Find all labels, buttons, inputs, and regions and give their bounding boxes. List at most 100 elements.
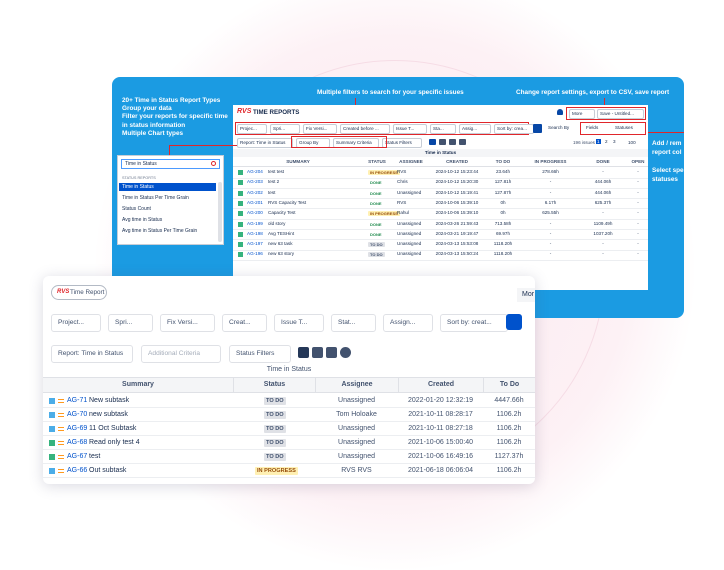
row-line (43, 407, 535, 408)
filter[interactable]: Issue T... (393, 124, 427, 134)
cell: RVS (397, 199, 407, 205)
issue-key[interactable]: AG-201 (247, 199, 263, 205)
issue-key[interactable]: AG-70 (67, 411, 88, 418)
issue-summary: Capacity Test (268, 210, 296, 216)
dropdown-item[interactable]: Time in Status Per Time Grain (122, 195, 189, 201)
cell: - (602, 210, 604, 216)
issue-key[interactable]: AG-67 (67, 453, 88, 460)
page-link[interactable]: 3 (613, 139, 616, 144)
issue-key[interactable]: AG-199 (247, 220, 263, 226)
search-button[interactable] (533, 124, 542, 133)
page-link[interactable]: 2 (605, 139, 608, 144)
row-line (233, 177, 648, 179)
issue-key[interactable]: AG-69 (67, 425, 88, 432)
dropdown-item[interactable]: Avg time in Status (122, 217, 163, 223)
filter[interactable]: Spri... (270, 124, 300, 134)
checkbox[interactable] (238, 221, 243, 227)
button[interactable]: Statuses (613, 124, 641, 132)
chart-icon[interactable] (449, 139, 456, 145)
page-link[interactable]: 1 (596, 139, 601, 144)
filter[interactable]: Stat... (331, 314, 376, 332)
sub-filter[interactable]: Report: Time in Status (237, 138, 293, 148)
priority-icon (58, 399, 64, 403)
chart-icon[interactable] (312, 347, 323, 358)
cell: 2021-06-18 06:06:04 (408, 467, 473, 474)
filter[interactable]: Spri... (108, 314, 153, 332)
issue-key[interactable]: AG-203 (247, 179, 263, 185)
checkbox[interactable] (238, 211, 243, 217)
issue-key[interactable]: AG-66 (67, 467, 88, 474)
cell: - (602, 241, 604, 247)
issue-key[interactable]: AG-68 (67, 439, 88, 446)
checkbox[interactable] (238, 242, 243, 248)
filter[interactable]: Sort by: creat... (440, 314, 508, 332)
cell: 713.58h (494, 220, 512, 226)
cell: Unassigned (397, 189, 422, 195)
filter[interactable]: Projec... (237, 124, 267, 134)
filter[interactable]: Assig... (459, 124, 491, 134)
issue-key[interactable]: AG-198 (247, 230, 263, 236)
button[interactable]: Search By (546, 124, 576, 132)
filter[interactable]: Fix Versi... (160, 314, 215, 332)
issue-key[interactable]: AG-71 (67, 397, 88, 404)
filter[interactable]: Sta... (430, 124, 456, 134)
checkbox[interactable] (238, 200, 243, 206)
report-select[interactable]: Report: Time in Status (51, 345, 133, 363)
search-input[interactable]: Time in Status (121, 159, 220, 169)
cell: 2024-03-26 21:59:43 (435, 220, 479, 226)
cell: 2024-10-12 15:23:44 (435, 169, 479, 174)
filter[interactable]: Sort by: crea... (494, 124, 534, 134)
issue-key[interactable]: AG-196 (247, 251, 263, 257)
cell: Unassigned (397, 241, 422, 247)
cell: 1118.20h (493, 241, 513, 247)
callout-line (169, 145, 237, 147)
cell: 1106.2h (496, 467, 522, 474)
chart-icon[interactable] (439, 139, 446, 145)
filter[interactable]: Created before ... (340, 124, 390, 134)
filter[interactable]: Issue T... (274, 314, 324, 332)
chart-icon[interactable] (326, 347, 337, 358)
search-button[interactable] (506, 314, 522, 330)
cell: 625.37h (594, 199, 612, 205)
checkbox[interactable] (238, 190, 243, 196)
checkbox[interactable] (238, 231, 243, 237)
issue-summary: new subtask (89, 411, 128, 418)
callout-line-text: Add / rem (652, 140, 682, 147)
filter[interactable]: Project... (51, 314, 101, 332)
dropdown-item[interactable]: Status Count (122, 206, 151, 212)
column-header: Created (398, 378, 483, 392)
more-button[interactable]: Mor (517, 288, 535, 302)
chart-icon[interactable] (340, 347, 351, 358)
row-line (43, 421, 535, 422)
chart-icon[interactable] (429, 139, 436, 145)
page-size[interactable]: 100 (628, 140, 636, 145)
filter[interactable]: Assign... (383, 314, 433, 332)
chart-icon[interactable] (298, 347, 309, 358)
cell: 1106.2h (496, 439, 522, 446)
sub-filter[interactable]: Status Filters (382, 138, 422, 148)
checkbox[interactable] (238, 252, 243, 258)
status-filters[interactable]: Status Filters (229, 345, 291, 363)
issue-key[interactable]: AG-200 (247, 210, 263, 216)
filter[interactable]: Fix Versi... (303, 124, 337, 134)
filter[interactable]: Creat... (222, 314, 267, 332)
dropdown-item[interactable]: Avg time in Status Per Time Grain (122, 228, 198, 234)
issue-key[interactable]: AG-197 (247, 241, 263, 247)
button[interactable]: Save - Untitled... (597, 109, 644, 119)
cell: 69.97h (495, 230, 511, 236)
checkbox[interactable] (238, 170, 243, 175)
additional-criteria[interactable]: Additional Criteria (141, 345, 221, 363)
search-icon (211, 161, 216, 166)
checkbox[interactable] (238, 180, 243, 186)
cell: 2024-10-12 15:19:41 (435, 189, 479, 195)
dropdown-item[interactable]: Time in Status (119, 183, 216, 191)
issue-key[interactable]: AG-204 (247, 169, 263, 174)
cell: - (637, 179, 639, 185)
cell: RVS (397, 169, 407, 174)
button[interactable]: More (569, 109, 595, 119)
button[interactable]: Fields (584, 124, 608, 132)
row-line (233, 249, 648, 251)
chart-icon[interactable] (459, 139, 466, 145)
issue-key[interactable]: AG-202 (247, 189, 263, 195)
